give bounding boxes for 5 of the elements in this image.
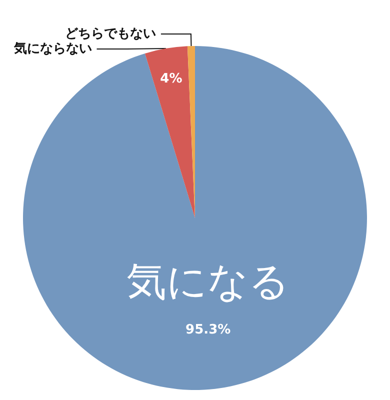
slice-label: どちらでもない [64, 26, 156, 42]
slice-label: 気になる [126, 259, 290, 306]
data-label: 4% [160, 71, 182, 86]
slice-label: 気にならない [12, 42, 92, 57]
data-label: 95.3% [186, 322, 231, 338]
